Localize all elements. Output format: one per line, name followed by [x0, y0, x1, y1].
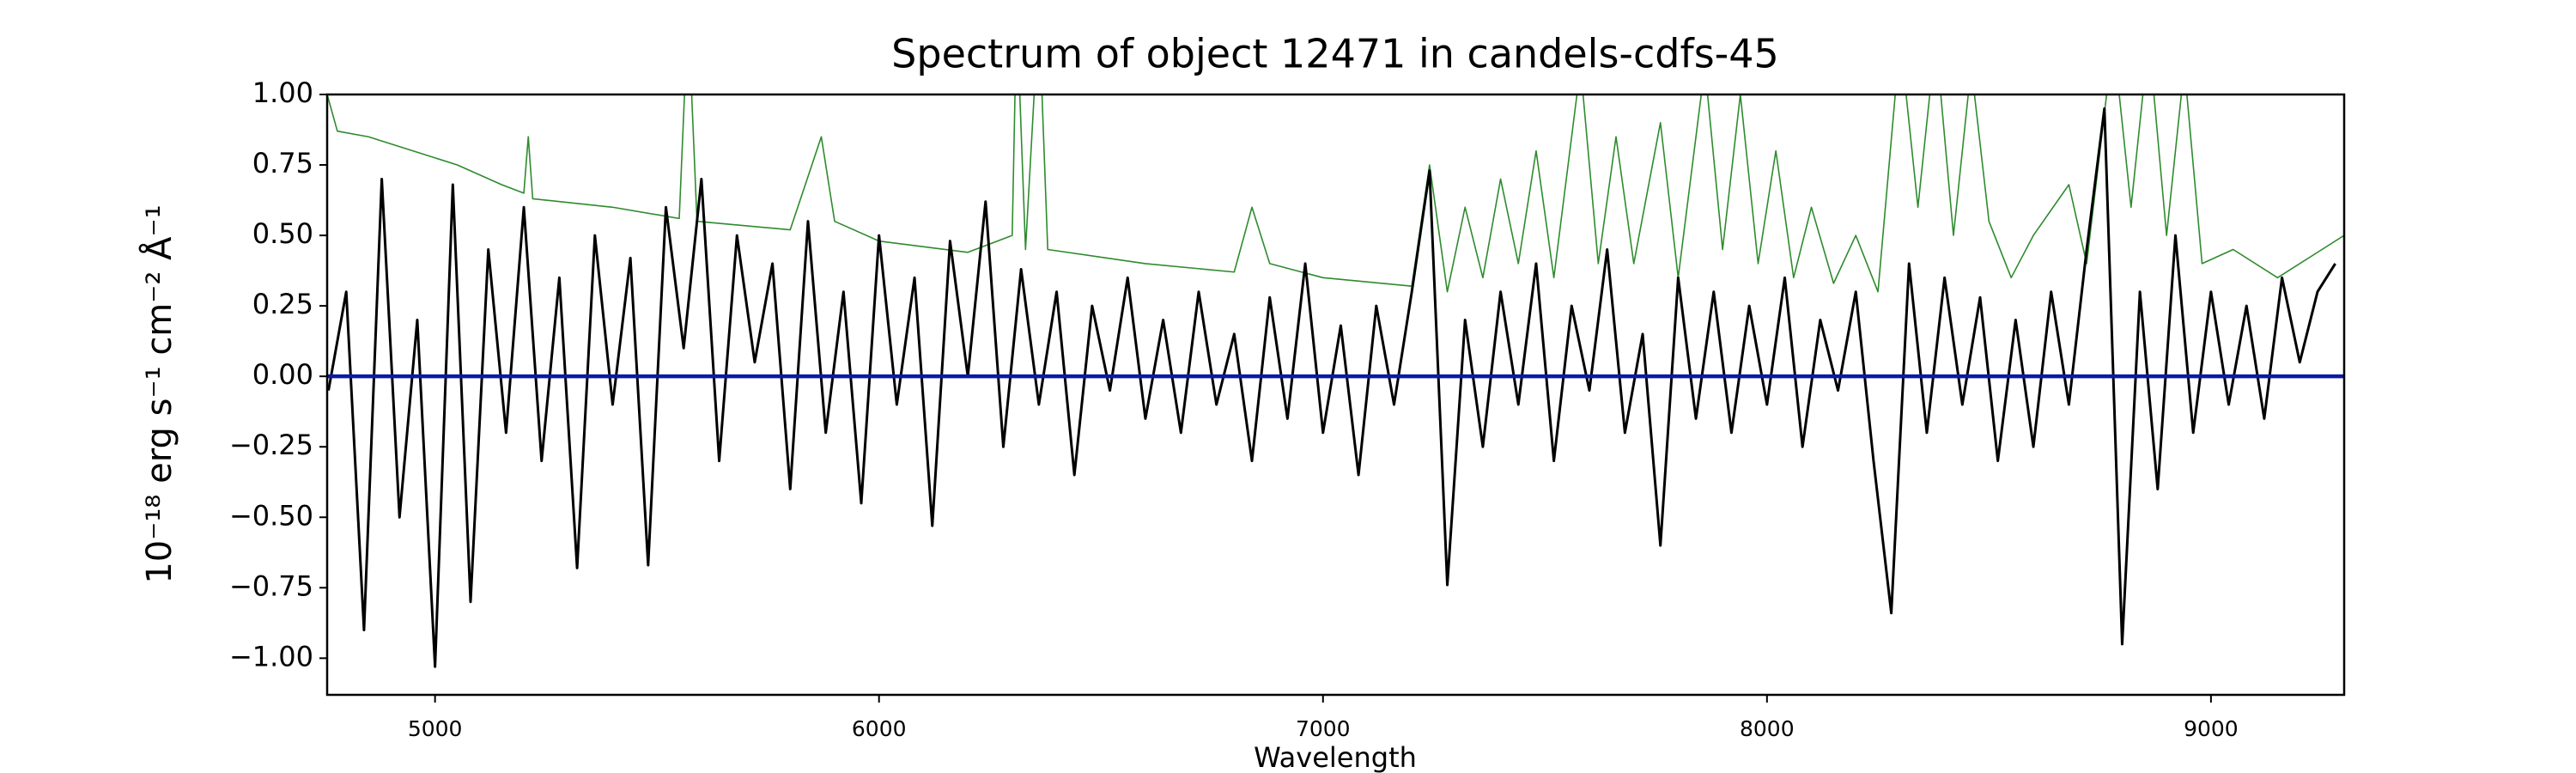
y-tick-label: −1.00 [229, 640, 313, 673]
plot-area [327, 94, 2344, 668]
y-tick-label: −0.50 [229, 499, 313, 532]
axes-frame [325, 93, 2346, 697]
y-tick-label: 0.50 [252, 217, 313, 250]
x-tick-label: 9000 [2184, 716, 2239, 741]
x-tick-label: 6000 [852, 716, 907, 741]
y-tick-label: 0.75 [252, 147, 313, 180]
spectrum-line [327, 107, 2336, 668]
y-tick-label: −0.75 [229, 569, 313, 602]
x-axis-label: Wavelength [1254, 741, 1417, 773]
x-tick-label: 7000 [1296, 716, 1351, 741]
x-tick-label: 8000 [1740, 716, 1795, 741]
x-tick-label: 5000 [408, 716, 463, 741]
y-axis-label: 10⁻¹⁸ erg s⁻¹ cm⁻² Å⁻¹ [138, 204, 179, 583]
y-tick-label: 1.00 [252, 76, 313, 109]
chart-title: Spectrum of object 12471 in candels-cdfs… [891, 31, 1779, 77]
y-tick-label: 0.00 [252, 358, 313, 391]
y-tick-label: −0.25 [229, 429, 313, 461]
y-tick-label: 0.25 [252, 288, 313, 320]
